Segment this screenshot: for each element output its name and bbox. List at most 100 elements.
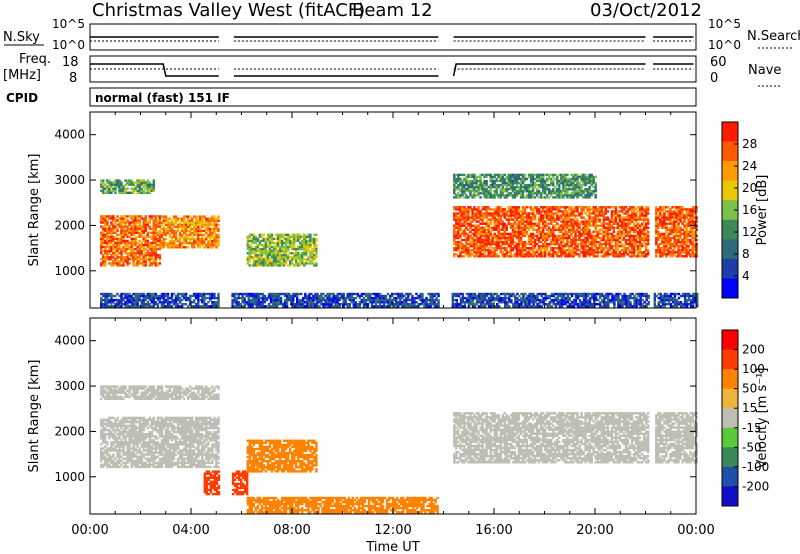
heatmap-cell — [570, 242, 573, 246]
heatmap-cell — [211, 219, 214, 222]
heatmap-cell — [477, 226, 480, 229]
heatmap-cell — [479, 226, 482, 229]
heatmap-cell — [199, 233, 202, 237]
heatmap-cell — [118, 245, 121, 249]
heatmap-cell — [582, 238, 585, 242]
heatmap-cell — [201, 217, 204, 220]
heatmap-cell — [178, 242, 182, 245]
heatmap-cell — [485, 238, 488, 242]
heatmap-cell — [280, 235, 284, 238]
heatmap-cell — [138, 225, 141, 228]
heatmap-cell — [158, 217, 162, 220]
heatmap-cell — [580, 206, 583, 209]
heatmap-cell — [274, 252, 278, 255]
heatmap-cell — [497, 232, 500, 236]
heatmap-cell — [570, 208, 573, 211]
heatmap-cell — [164, 301, 168, 304]
heatmap-cell — [515, 206, 519, 209]
heatmap-cell — [511, 224, 515, 227]
heatmap-cell — [280, 245, 284, 249]
heatmap-cell — [537, 218, 541, 221]
heatmap-cell — [493, 220, 496, 223]
heatmap-cell — [152, 249, 155, 253]
heatmap-cell — [100, 233, 103, 236]
heatmap-cell — [293, 237, 296, 241]
heatmap-cell — [205, 246, 208, 249]
heatmap-cell — [523, 208, 527, 211]
heatmap-cell — [246, 258, 249, 261]
heatmap-cell — [513, 255, 517, 258]
heatmap-cell — [110, 258, 113, 261]
heatmap-cell — [554, 220, 557, 223]
heatmap-cell — [158, 245, 162, 249]
heatmap-cell — [301, 262, 304, 265]
heatmap-cell — [207, 217, 210, 220]
heatmap-cell — [154, 215, 157, 218]
heatmap-cell — [550, 230, 553, 233]
heatmap-cell — [166, 227, 170, 231]
heatmap-cell — [529, 255, 533, 258]
heatmap-cell — [158, 223, 162, 226]
heatmap-cell — [689, 226, 692, 229]
heatmap-cell — [108, 189, 111, 192]
heatmap-cell — [505, 226, 508, 229]
heatmap-cell — [529, 212, 533, 215]
heatmap-cell — [535, 249, 539, 252]
heatmap-cell — [142, 260, 145, 263]
heatmap-cell — [515, 214, 519, 217]
heatmap-cell — [568, 230, 571, 233]
heatmap-cell — [112, 219, 115, 222]
heatmap-cell — [114, 247, 117, 251]
heatmap-cell — [193, 225, 196, 229]
heatmap-cell — [272, 262, 276, 265]
heatmap-cell — [282, 245, 286, 249]
heatmap-cell — [525, 226, 529, 229]
heatmap-cell — [172, 233, 176, 237]
heatmap-cell — [529, 224, 533, 227]
heatmap-cell — [301, 260, 304, 263]
heatmap-cell — [152, 239, 155, 243]
heatmap-cell — [213, 237, 216, 241]
heatmap-cell — [154, 241, 157, 245]
heatmap-cell — [467, 218, 470, 221]
heatmap-cell — [120, 305, 123, 308]
heatmap-cell — [205, 223, 208, 226]
heatmap-cell — [176, 225, 180, 229]
heatmap-cell — [515, 232, 519, 236]
heatmap-cell — [493, 222, 496, 225]
heatmap-cell — [248, 235, 251, 238]
heatmap-cell — [397, 296, 400, 300]
heatmap-cell — [207, 233, 210, 237]
heatmap-cell — [160, 244, 164, 247]
heatmap-cell — [485, 206, 488, 209]
heatmap-cell — [497, 244, 500, 248]
heatmap-cell — [287, 241, 290, 245]
heatmap-cell — [509, 232, 513, 236]
heatmap-cell — [100, 245, 103, 249]
heatmap-cell — [305, 235, 308, 238]
heatmap-cell — [513, 210, 517, 213]
heatmap-cell — [647, 230, 650, 233]
heatmap-cell — [182, 246, 186, 249]
heatmap-cell — [523, 240, 527, 244]
heatmap-cell — [278, 256, 282, 259]
heatmap-cell — [475, 224, 478, 227]
heatmap-cell — [479, 242, 482, 246]
heatmap-cell — [584, 228, 587, 231]
heatmap-cell — [301, 235, 304, 238]
heatmap-cell — [150, 245, 153, 249]
heatmap-cell — [489, 234, 492, 238]
heatmap-cell — [499, 247, 502, 250]
heatmap-cell — [108, 262, 111, 265]
heatmap-cell — [519, 222, 523, 225]
heatmap-cell — [268, 247, 272, 251]
heatmap-cell — [518, 298, 521, 302]
heatmap-cell — [168, 223, 172, 226]
heatmap-cell — [142, 264, 145, 267]
heatmap-cell — [521, 216, 525, 219]
heatmap-cell — [164, 227, 168, 231]
heatmap-cell — [184, 296, 188, 300]
heatmap-cell — [437, 301, 440, 304]
heatmap-cell — [501, 220, 504, 223]
heatmap-cell — [503, 210, 506, 213]
